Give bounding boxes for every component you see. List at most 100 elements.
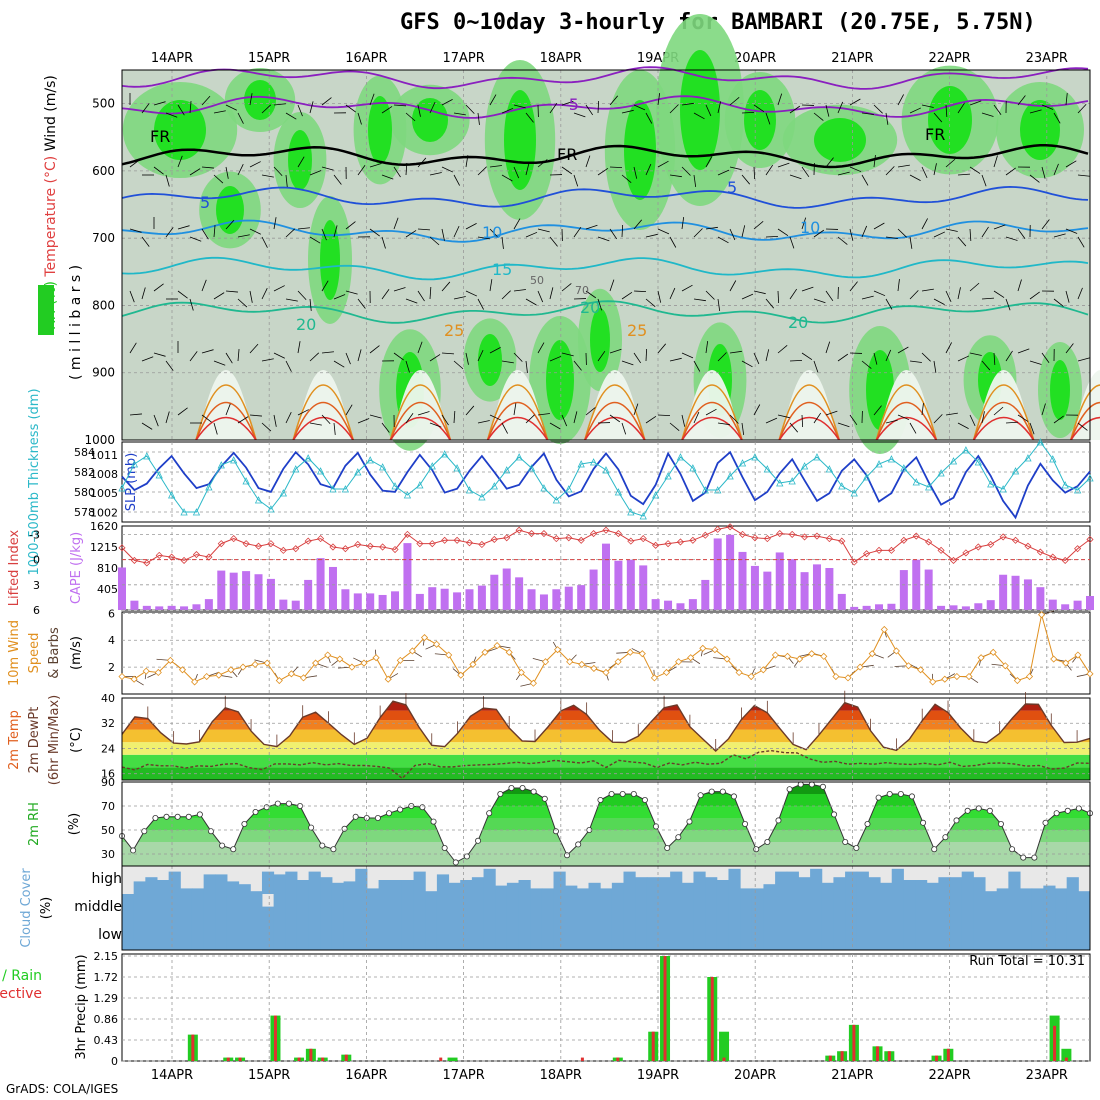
wind-speed-point [977, 654, 985, 662]
thickness-point [478, 493, 486, 501]
wind-barb [153, 101, 166, 106]
cloud-bar [238, 884, 251, 894]
wind-barb [861, 225, 868, 238]
wind-barb [525, 360, 528, 373]
cloud-bar [891, 868, 904, 894]
wind-barb [189, 298, 194, 311]
wind-barb [465, 223, 477, 230]
cloud-bar [308, 922, 321, 950]
li-point [453, 536, 461, 544]
wind-barb [681, 352, 694, 359]
wind-barb [537, 290, 544, 303]
cloud-bar [973, 922, 986, 950]
wind-barb [285, 298, 298, 302]
wind-barb [741, 293, 754, 300]
rh-point [552, 828, 559, 835]
cloud-bar [821, 882, 834, 894]
rh-point [575, 841, 582, 848]
wind-barb [321, 97, 332, 106]
cloud-bar [355, 894, 368, 922]
rh-point [185, 813, 192, 820]
rh-point [463, 853, 470, 860]
rh-point [608, 791, 615, 798]
wind-barb [333, 225, 338, 238]
wind-barb [945, 158, 956, 168]
rh-point [686, 818, 693, 825]
precip-conv-bar [191, 1034, 195, 1061]
cloud-bar [1078, 922, 1091, 950]
wind-barb [489, 414, 502, 421]
rh-point [953, 817, 960, 824]
contour-label: FR [925, 125, 945, 144]
wind-ylabel: Speed [27, 633, 42, 674]
wind-barb [153, 352, 166, 357]
wind-barb [333, 294, 346, 300]
cape-bar [341, 589, 350, 610]
wind-barb [801, 414, 804, 428]
cloud-bar [880, 922, 893, 950]
cloud-bar [156, 880, 170, 894]
wind-barb [861, 295, 874, 300]
cloud-bar [180, 922, 193, 950]
thickness-point [205, 483, 213, 491]
cape-tick: 810 [97, 562, 118, 575]
wind-barb [501, 360, 514, 364]
wind-barb [213, 292, 225, 300]
cloud-ylabel: Cloud Cover [19, 868, 34, 948]
wind-barb [609, 348, 622, 354]
wind-barb [657, 414, 671, 417]
date-label-top: 20APR [734, 51, 776, 66]
thickness-point [925, 483, 933, 491]
wind-barb [549, 287, 554, 300]
wind-barb [621, 109, 634, 114]
wind-barb [441, 414, 449, 426]
run-total-label: Run Total = 10.31 [969, 954, 1085, 969]
wind-barb [177, 155, 183, 168]
cloud-bar [938, 877, 951, 894]
wind-tick: 6 [108, 607, 115, 620]
rh-point [1009, 846, 1016, 853]
cloud-bar [600, 888, 613, 894]
wind-barb [693, 174, 697, 187]
rh-point [875, 794, 882, 801]
cloud-bar [751, 888, 764, 894]
wind-barb [825, 341, 831, 354]
wind-barb [717, 169, 730, 176]
cloud-bar [763, 884, 776, 894]
wind-barb [189, 168, 201, 176]
wind-barb [993, 155, 998, 168]
li-point [565, 534, 573, 542]
wind-barb [741, 360, 753, 368]
wind-barb [645, 163, 652, 176]
date-label-bottom: 19APR [637, 1068, 679, 1083]
cloud-bar [611, 922, 624, 950]
thickness-point [130, 460, 139, 468]
wind-speed-point [178, 666, 187, 674]
rh-point [641, 797, 648, 804]
cloud-bar [390, 880, 403, 894]
wind-barb [501, 107, 514, 114]
thickness-point [788, 477, 796, 485]
li-point [887, 546, 896, 554]
wind-barb [861, 112, 874, 115]
rh-contour-core [412, 98, 448, 142]
wind-speed-point [130, 675, 138, 683]
wind-speed-point [263, 659, 271, 667]
cape-bar [602, 543, 610, 610]
wind-barb [729, 166, 742, 171]
wind-barb [189, 236, 202, 242]
cloud-bar [261, 906, 275, 922]
wind-barb [573, 226, 582, 238]
wind-speed-point [1025, 672, 1034, 681]
cape-bar [142, 605, 151, 610]
cloud-bar [1031, 922, 1044, 950]
wind-barb [393, 287, 406, 292]
cloud-bar [250, 894, 263, 922]
wind-barb [981, 112, 994, 117]
wind-barb [453, 411, 456, 424]
pressure-tick: 900 [92, 366, 115, 380]
wind-barb [1053, 415, 1064, 424]
wind-speed-point [433, 640, 441, 648]
slp-tick: 1008 [90, 468, 118, 481]
cloud-bar [646, 894, 659, 922]
